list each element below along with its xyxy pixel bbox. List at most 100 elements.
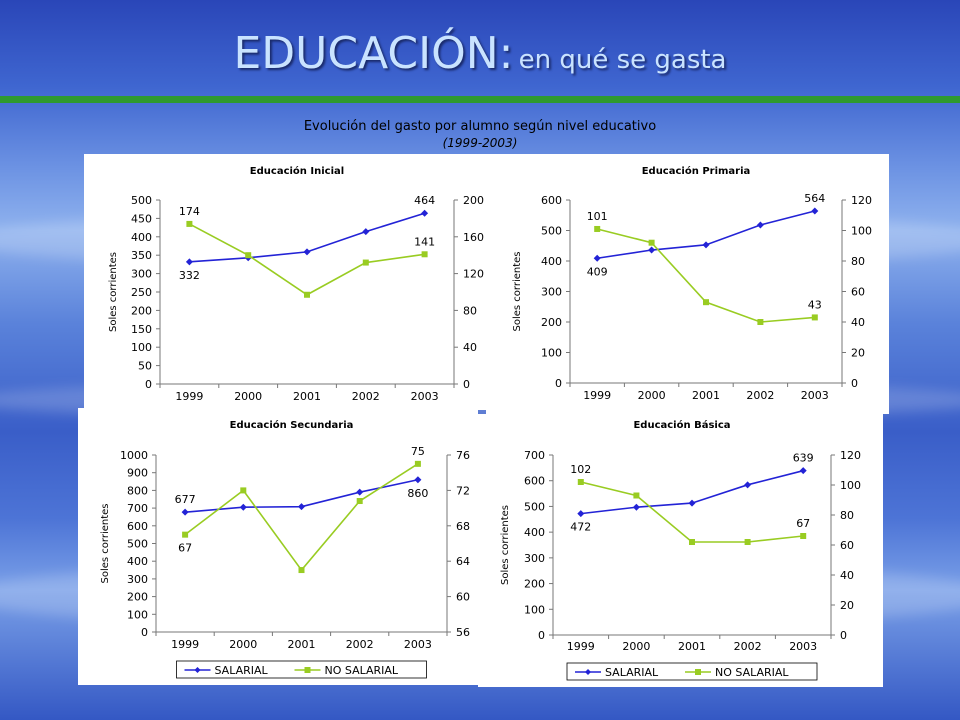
data-point-salarial bbox=[688, 499, 696, 507]
y-tick-label-left: 500 bbox=[127, 538, 148, 551]
data-point-salarial bbox=[799, 467, 807, 475]
data-point-no-salarial bbox=[744, 539, 751, 545]
data-label: 332 bbox=[179, 269, 200, 282]
y-tick-label-left: 300 bbox=[131, 268, 152, 281]
data-point-salarial bbox=[632, 503, 640, 511]
x-tick-label: 1999 bbox=[583, 389, 611, 402]
chart-title: Educación Primaria bbox=[642, 165, 751, 177]
y-tick-label-right: 60 bbox=[851, 286, 865, 299]
y-tick-label-left: 450 bbox=[131, 212, 152, 225]
data-point-no-salarial bbox=[414, 460, 421, 467]
data-point-salarial bbox=[648, 246, 656, 254]
y-tick-label-right: 0 bbox=[463, 378, 470, 391]
y-tick-label-left: 250 bbox=[131, 286, 152, 299]
data-label: 75 bbox=[411, 445, 425, 458]
data-point-salarial bbox=[239, 503, 247, 511]
data-point-no-salarial bbox=[362, 259, 369, 266]
legend-marker-no-salarial bbox=[695, 669, 701, 675]
y-tick-label-left: 600 bbox=[127, 520, 148, 533]
y-tick-label-right: 76 bbox=[456, 449, 470, 462]
x-tick-label: 2000 bbox=[622, 640, 650, 653]
y-tick-label-left: 500 bbox=[541, 225, 562, 238]
y-tick-label-left: 200 bbox=[541, 316, 562, 329]
y-tick-label-left: 400 bbox=[524, 526, 545, 539]
y-tick-label-left: 0 bbox=[141, 626, 148, 639]
data-point-no-salarial bbox=[245, 252, 252, 259]
data-point-no-salarial bbox=[577, 479, 584, 485]
data-point-salarial bbox=[414, 476, 422, 484]
data-label: 677 bbox=[175, 493, 196, 506]
data-point-no-salarial bbox=[689, 539, 695, 545]
y-tick-label-left: 700 bbox=[127, 502, 148, 515]
y-tick-label-left: 0 bbox=[538, 629, 545, 642]
y-tick-label-right: 40 bbox=[463, 341, 477, 354]
x-tick-label: 2003 bbox=[801, 389, 829, 402]
y-tick-label-left: 400 bbox=[541, 255, 562, 268]
data-point-no-salarial bbox=[648, 239, 655, 246]
data-point-salarial bbox=[362, 228, 370, 236]
chart-panel-inicial: Educación Inicial Soles corrientes 0 50 100 1… bbox=[84, 154, 486, 410]
y-tick-label-left: 200 bbox=[524, 578, 545, 591]
y-tick-label-left: 150 bbox=[131, 323, 152, 336]
data-point-salarial bbox=[185, 258, 193, 266]
data-label: 472 bbox=[570, 521, 591, 534]
legend-label-no-salarial: NO SALARIAL bbox=[715, 666, 789, 679]
y-tick-label-right: 68 bbox=[456, 520, 470, 533]
chart-primaria: Educación Primaria Soles corrientes 0 100 20… bbox=[512, 165, 872, 402]
data-label: 409 bbox=[587, 265, 608, 278]
data-label: 174 bbox=[179, 205, 200, 218]
chart-inicial: Educación Inicial Soles corrientes 0 50 100 1… bbox=[108, 165, 484, 403]
y-tick-label-right: 120 bbox=[851, 194, 872, 207]
slide-title: EDUCACIÓN: en qué se gasta bbox=[0, 28, 960, 79]
legend-marker-salarial bbox=[194, 667, 201, 673]
y-tick-label-right: 40 bbox=[840, 569, 854, 582]
legend-label-salarial: SALARIAL bbox=[215, 664, 269, 677]
y-tick-label-left: 50 bbox=[138, 360, 152, 373]
data-label: 564 bbox=[804, 192, 825, 205]
y-tick-label-right: 120 bbox=[840, 449, 861, 462]
y-tick-label-left: 500 bbox=[131, 194, 152, 207]
y-tick-label-left: 800 bbox=[127, 484, 148, 497]
x-tick-label: 2001 bbox=[288, 638, 316, 651]
data-point-no-salarial bbox=[304, 291, 310, 298]
y-tick-label-right: 64 bbox=[456, 555, 470, 568]
y-tick-label-right: 60 bbox=[840, 539, 854, 552]
legend-label-no-salarial: NO SALARIAL bbox=[325, 664, 399, 677]
y-tick-label-left: 0 bbox=[555, 377, 562, 390]
data-point-salarial bbox=[744, 481, 752, 489]
y-tick-label-right: 80 bbox=[463, 304, 477, 317]
x-tick-label: 2001 bbox=[692, 389, 720, 402]
series-line-salarial bbox=[580, 469, 804, 515]
data-label: 102 bbox=[570, 463, 591, 476]
y-tick-label-left: 500 bbox=[524, 500, 545, 513]
data-label: 67 bbox=[178, 542, 192, 555]
data-point-no-salarial bbox=[186, 220, 193, 227]
y-tick-label-right: 20 bbox=[851, 347, 865, 360]
data-point-no-salarial bbox=[594, 225, 601, 232]
x-tick-label: 1999 bbox=[175, 390, 203, 403]
data-point-no-salarial bbox=[182, 531, 189, 538]
data-label: 141 bbox=[414, 235, 435, 248]
data-point-salarial bbox=[811, 207, 819, 215]
series-line-no-salarial bbox=[580, 481, 804, 543]
chart-title: Educación Secundaria bbox=[230, 419, 354, 431]
y-tick-label-left: 100 bbox=[541, 347, 562, 360]
y-tick-label-left: 100 bbox=[524, 603, 545, 616]
data-label: 101 bbox=[587, 210, 608, 223]
chart-panel-secundaria: Educación Secundaria Soles corrientes 0 100… bbox=[78, 408, 478, 685]
y-tick-label-right: 80 bbox=[840, 509, 854, 522]
y-tick-label-left: 900 bbox=[127, 467, 148, 480]
y-tick-label-right: 200 bbox=[463, 194, 484, 207]
x-tick-label: 2002 bbox=[346, 638, 374, 651]
y-tick-label-left: 200 bbox=[127, 591, 148, 604]
data-label: 67 bbox=[796, 517, 810, 530]
chart-panel-basica: Educación Básica Soles corrientes 0 100 200 3… bbox=[478, 414, 883, 687]
legend-marker-no-salarial bbox=[304, 667, 311, 673]
data-point-no-salarial bbox=[298, 567, 305, 574]
y-tick-label-right: 72 bbox=[456, 484, 470, 497]
y-tick-label-left: 600 bbox=[541, 194, 562, 207]
x-tick-label: 2000 bbox=[638, 389, 666, 402]
data-point-no-salarial bbox=[703, 299, 709, 306]
y-tick-label-right: 20 bbox=[840, 599, 854, 612]
y-tick-label-left: 1000 bbox=[120, 449, 148, 462]
